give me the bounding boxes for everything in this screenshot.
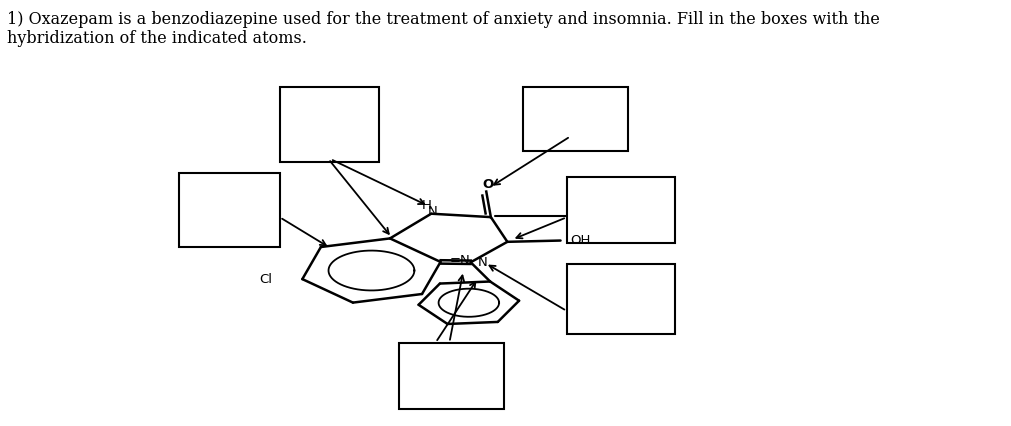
Text: O: O	[482, 178, 493, 191]
Bar	[279, 87, 378, 162]
Text: Cl: Cl	[259, 273, 272, 285]
Text: =N: =N	[450, 254, 470, 267]
Bar	[566, 264, 674, 334]
Bar	[523, 87, 628, 151]
Bar	[566, 177, 674, 243]
Text: N: N	[428, 205, 438, 218]
Bar	[398, 343, 503, 409]
Bar	[179, 173, 279, 247]
Text: H: H	[422, 199, 431, 212]
Text: OH: OH	[570, 233, 590, 247]
Text: N: N	[477, 256, 487, 269]
Text: 1) Oxazepam is a benzodiazepine used for the treatment of anxiety and insomnia. : 1) Oxazepam is a benzodiazepine used for…	[7, 11, 880, 47]
